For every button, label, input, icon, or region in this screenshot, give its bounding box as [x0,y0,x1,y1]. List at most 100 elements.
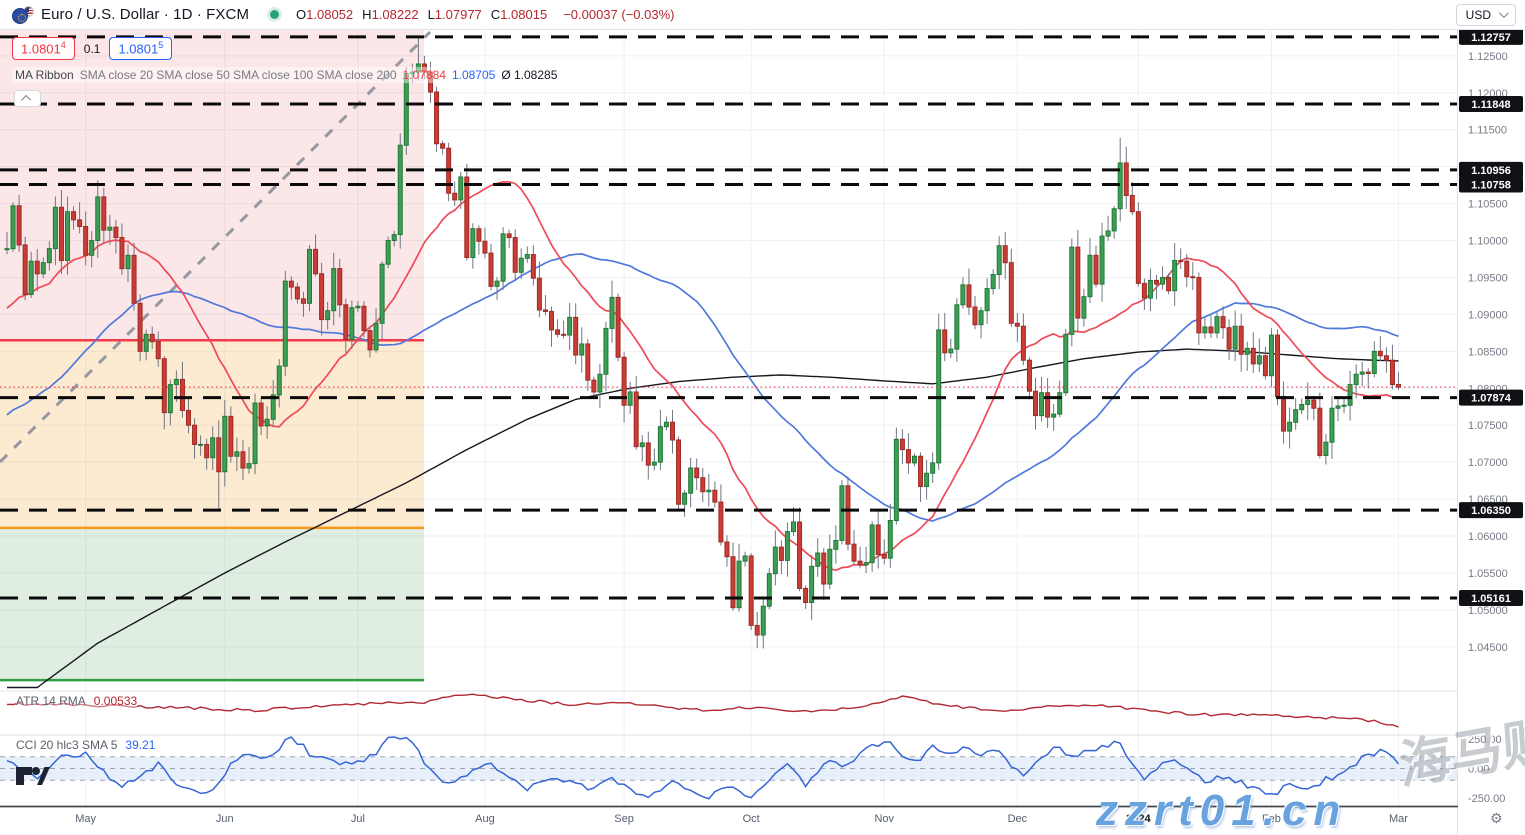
svg-text:1.05161: 1.05161 [1471,593,1511,605]
candle [349,300,355,350]
candle [954,298,960,362]
candle [561,320,567,339]
candle [591,376,597,399]
symbol-title[interactable]: Euro / U.S. Dollar · 1D · FXCM [41,6,250,23]
candle [1365,368,1371,389]
candle [754,611,760,649]
candle [482,227,488,259]
pane-collapse-button[interactable] [14,90,41,107]
candle [960,277,966,309]
candle [1311,395,1317,421]
candle [1117,137,1123,222]
svg-text:-250.00: -250.00 [1468,793,1505,805]
candle [549,306,554,347]
svg-text:Jun: Jun [216,813,234,825]
candle [1208,315,1214,339]
candle [1014,313,1020,342]
candle [706,473,712,507]
candle [530,245,536,286]
candle [428,61,433,103]
candle [724,535,730,567]
candle [651,448,657,471]
tradingview-logo-icon[interactable] [16,767,50,790]
candle [198,435,204,456]
candle [1129,181,1135,216]
candle [1105,215,1111,241]
ma-ribbon-value-2: 1.08705 [451,68,496,82]
candle [1081,288,1087,327]
eu-flag-icon [12,7,28,24]
candle [700,467,706,503]
time-axis[interactable]: May Jun Jul Aug Sep Oct Nov Dec 2024 Feb Mar [75,813,1408,825]
svg-text:Feb: Feb [1262,813,1281,825]
candle [1256,338,1262,373]
candle [476,225,482,255]
ma-ribbon-params: SMA close 20 SMA close 50 SMA close 100 … [79,68,397,82]
candle [682,490,688,517]
candle [270,380,276,427]
bid-price-box[interactable]: 1.08014 [12,37,75,61]
currency-dropdown[interactable]: USD [1455,3,1516,26]
ask-price-box[interactable]: 1.08015 [109,37,173,61]
candle [1268,328,1274,388]
svg-text:1.10758: 1.10758 [1471,180,1511,192]
candle [990,269,996,295]
candle [1202,317,1208,339]
atr-label: ATR 14 RMA [16,694,86,708]
svg-text:1.09500: 1.09500 [1468,272,1508,284]
svg-text:Mar: Mar [1389,813,1408,825]
time-axis-settings-icon[interactable]: ⚙ [1490,810,1503,826]
candle [1281,381,1287,444]
candle [1250,332,1256,374]
svg-text:Sep: Sep [614,813,634,825]
ma-ribbon-legend[interactable]: MA Ribbon SMA close 20 SMA close 50 SMA … [12,67,561,83]
candle [1196,272,1202,345]
cci-band [0,756,1457,781]
sma-50-line [6,253,1399,522]
candle [996,236,1002,290]
candle [972,296,978,330]
candle [440,140,446,155]
open-label: O [296,7,307,22]
candle [434,86,440,152]
candle [1002,232,1008,280]
candle [918,452,924,502]
quote-row: 1.08014 0.1 1.08015 [12,37,173,61]
candle [361,301,367,338]
candle [1214,311,1220,339]
atr-legend[interactable]: ATR 14 RMA 0.00533 [16,694,138,708]
svg-text:1.07500: 1.07500 [1468,420,1508,432]
candle [1317,392,1323,459]
candle [821,548,827,600]
candle [1383,347,1389,373]
candle [34,249,40,292]
candle [288,276,294,300]
cci-legend[interactable]: CCI 20 hlc3 SMA 5 39.21 [16,738,156,752]
price-axis[interactable] [1458,30,1525,835]
candle [688,457,694,508]
candle [1244,341,1250,371]
candle [536,261,542,318]
svg-text:1.07874: 1.07874 [1471,393,1512,405]
candle [1141,278,1147,310]
candle [307,244,312,312]
svg-text:1.10500: 1.10500 [1468,199,1508,211]
symbol-block[interactable]: Euro / U.S. Dollar · 1D · FXCM O1.08052 … [0,5,675,25]
candle [415,36,421,81]
candle [373,308,379,353]
close-label: C [490,7,501,22]
candle [524,246,530,263]
candle [809,555,815,620]
candle [379,261,385,340]
candle [887,503,893,568]
candle [331,252,337,326]
svg-text:2024: 2024 [1126,813,1151,825]
symbol-flag-icon [12,5,34,25]
candle [1008,248,1014,327]
candle [234,437,240,472]
candle [4,232,10,255]
candle [1075,229,1081,332]
candle [924,459,930,500]
candlestick-series [4,36,1401,649]
